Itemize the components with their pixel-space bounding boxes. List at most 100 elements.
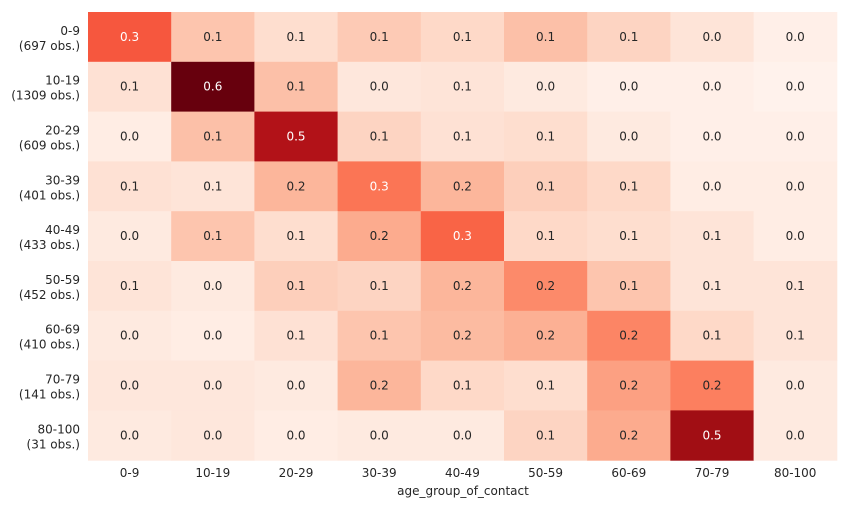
- heatmap-cell-label: 0.1: [619, 179, 638, 193]
- heatmap-cell: [670, 261, 755, 312]
- heatmap-cell-label: 0.1: [370, 329, 389, 343]
- heatmap-cell: [753, 261, 838, 312]
- heatmap-cell-label: 0.1: [203, 30, 222, 44]
- y-tick-label-obs: (401 obs.): [19, 188, 80, 202]
- heatmap-cell: [420, 310, 505, 362]
- heatmap-cell-label: 0.1: [370, 130, 389, 144]
- heatmap-cell: [587, 211, 671, 262]
- heatmap-cell: [670, 61, 755, 113]
- heatmap-cell-label: 0.2: [370, 379, 389, 393]
- x-tick-label: 30-39: [362, 466, 397, 480]
- heatmap-cell: [337, 161, 422, 212]
- heatmap-cell-label: 0.6: [203, 80, 222, 94]
- y-tick-label-group: 20-29: [45, 124, 80, 138]
- heatmap-cell: [254, 261, 339, 312]
- y-axis-tick-labels: 0-9(697 obs.) 10-19(1309 obs.) 20-29(609 o…: [11, 24, 80, 451]
- heatmap-cell-label: 0.1: [286, 279, 305, 293]
- heatmap-cell-label: 0.0: [619, 80, 638, 94]
- heatmap-cell: [337, 261, 422, 312]
- heatmap-cell: [254, 211, 339, 262]
- y-tick-label-group: 30-39: [45, 173, 80, 187]
- heatmap-cell: [171, 161, 255, 212]
- heatmap-cell-label: 0.1: [702, 329, 721, 343]
- heatmap-cell-label: 0.0: [120, 229, 139, 243]
- heatmap-cell-label: 0.2: [536, 279, 555, 293]
- heatmap-cell: [337, 360, 422, 411]
- heatmap-cell-label: 0.0: [786, 229, 805, 243]
- heatmap-cell-label: 0.0: [120, 379, 139, 393]
- heatmap-cell-label: 0.0: [453, 428, 472, 442]
- heatmap-cell: [420, 61, 505, 113]
- heatmap-cell-label: 0.2: [619, 428, 638, 442]
- heatmap-cell: [670, 310, 755, 362]
- y-tick-label-obs: (433 obs.): [19, 238, 80, 252]
- heatmap-cell-label: 0.1: [453, 130, 472, 144]
- heatmap-cell-label: 0.0: [203, 279, 222, 293]
- heatmap-cell: [587, 161, 671, 212]
- heatmap-cell-label: 0.1: [286, 30, 305, 44]
- heatmap-cell-label: 0.1: [370, 279, 389, 293]
- x-tick-label: 80-100: [774, 466, 817, 480]
- heatmap-cell: [171, 61, 255, 113]
- heatmap-cell-label: 0.0: [120, 329, 139, 343]
- heatmap-cell-label: 0.1: [370, 30, 389, 44]
- heatmap-cell: [88, 61, 172, 113]
- heatmap-cell: [88, 410, 172, 461]
- heatmap-cell-label: 0.1: [536, 229, 555, 243]
- y-tick-label-obs: (452 obs.): [19, 288, 80, 302]
- heatmap-cell-label: 0.1: [453, 30, 472, 44]
- heatmap-cell-labels: 0.3 0.1 0.1 0.1 0.1 0.1 0.1 0.0 0.0 0.1 0.6 0.1 0.0 0…: [120, 30, 805, 442]
- heatmap-cell: [587, 310, 671, 362]
- heatmap-cell: [171, 211, 255, 262]
- heatmap-cell-label: 0.0: [786, 130, 805, 144]
- heatmap-cell: [337, 12, 422, 63]
- y-tick-label-group: 10-19: [45, 74, 80, 88]
- heatmap-cell: [670, 161, 755, 212]
- heatmap-cell-label: 0.1: [702, 229, 721, 243]
- heatmap-cell: [670, 211, 755, 262]
- heatmap-cell: [254, 12, 339, 63]
- heatmap-cell-label: 0.2: [619, 329, 638, 343]
- heatmap-cell-label: 0.0: [786, 30, 805, 44]
- heatmap-cell: [420, 111, 505, 162]
- heatmap-cell-label: 0.0: [702, 80, 721, 94]
- heatmap-cell: [337, 211, 422, 262]
- heatmap-cell-label: 0.1: [786, 279, 805, 293]
- heatmap-cell-label: 0.0: [286, 379, 305, 393]
- heatmap-cell-label: 0.1: [120, 279, 139, 293]
- heatmap-cell: [587, 61, 671, 113]
- heatmap-cell-label: 0.0: [786, 179, 805, 193]
- y-tick-label-group: 50-59: [45, 273, 80, 287]
- heatmap-cell: [420, 12, 505, 63]
- heatmap-cell: [420, 360, 505, 411]
- x-axis-tick-labels: 0-9 10-19 20-29 30-39 40-49 50-59 60-69 70-79 80…: [120, 466, 817, 480]
- heatmap-cell-label: 0.1: [619, 279, 638, 293]
- heatmap-cell: [670, 410, 755, 461]
- x-tick-label: 50-59: [528, 466, 563, 480]
- x-tick-label: 60-69: [611, 466, 646, 480]
- heatmap-cell: [753, 61, 838, 113]
- y-tick-label-obs: (31 obs.): [27, 437, 80, 451]
- heatmap-cell-label: 0.1: [786, 329, 805, 343]
- heatmap-cell: [254, 360, 339, 411]
- heatmap-cell-label: 0.2: [536, 329, 555, 343]
- heatmap-cell: [171, 111, 255, 162]
- y-tick-label-obs: (410 obs.): [19, 338, 80, 352]
- heatmap-cell: [587, 111, 671, 162]
- heatmap-cell-label: 0.0: [370, 80, 389, 94]
- y-tick-label-obs: (697 obs.): [19, 39, 80, 53]
- heatmap-cell-label: 0.1: [120, 80, 139, 94]
- heatmap-cell: [254, 111, 339, 162]
- heatmap-cell: [753, 360, 838, 411]
- heatmap-cell-label: 0.3: [453, 229, 472, 243]
- heatmap-cell: [504, 61, 588, 113]
- heatmap-cell-label: 0.0: [203, 329, 222, 343]
- heatmap-cell-label: 0.2: [702, 379, 721, 393]
- heatmap-cell-label: 0.1: [619, 30, 638, 44]
- heatmap-cell-label: 0.1: [203, 130, 222, 144]
- y-tick-label-obs: (141 obs.): [19, 388, 80, 402]
- x-tick-label: 20-29: [279, 466, 314, 480]
- y-tick-label-group: 40-49: [45, 223, 80, 237]
- heatmap-cell: [254, 161, 339, 212]
- x-tick-label: 0-9: [120, 466, 140, 480]
